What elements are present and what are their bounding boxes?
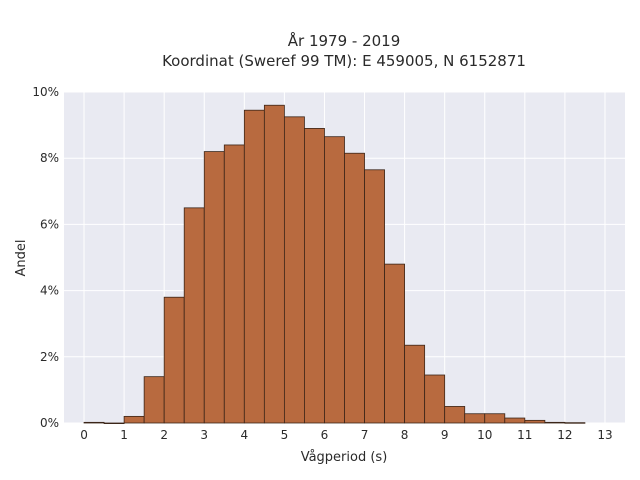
histogram-bar — [83, 421, 105, 424]
x-tick-label: 4 — [241, 428, 249, 442]
x-tick-label: 1 — [120, 428, 128, 442]
y-tick-label: 8% — [40, 151, 59, 165]
histogram-bar — [464, 413, 486, 424]
histogram-bar — [504, 417, 526, 424]
histogram-bar — [223, 144, 245, 424]
x-axis-label: Vågperiod (s) — [301, 450, 388, 465]
x-tick-label: 12 — [557, 428, 572, 442]
histogram-bar — [163, 296, 185, 424]
x-tick-label: 3 — [200, 428, 208, 442]
histogram-bar — [564, 422, 586, 424]
y-axis-ticks: 0% 2% 4% 6% 8% 10% — [32, 85, 59, 430]
x-tick-label: 7 — [361, 428, 369, 442]
histogram-bar — [263, 104, 285, 424]
x-tick-label: 9 — [441, 428, 449, 442]
x-tick-label: 13 — [597, 428, 612, 442]
histogram-bar — [544, 421, 566, 424]
histogram-bar — [484, 413, 506, 424]
histogram-bar — [444, 406, 466, 424]
histogram-bar — [123, 415, 145, 424]
x-tick-label: 8 — [401, 428, 409, 442]
y-tick-label: 2% — [40, 350, 59, 364]
histogram-bar — [524, 419, 546, 424]
x-tick-label: 10 — [477, 428, 492, 442]
x-tick-label: 0 — [80, 428, 88, 442]
histogram-bar — [183, 207, 205, 424]
x-tick-label: 2 — [160, 428, 168, 442]
histogram-bar — [344, 152, 365, 424]
x-tick-label: 11 — [517, 428, 532, 442]
x-tick-label: 5 — [281, 428, 289, 442]
x-tick-label: 6 — [321, 428, 329, 442]
y-axis-label: Andel — [14, 240, 29, 277]
chart-title-line1: År 1979 - 2019 — [288, 31, 401, 50]
y-tick-label: 6% — [40, 217, 59, 231]
histogram-bar — [304, 128, 325, 424]
bars — [83, 104, 586, 425]
histogram-bar — [404, 344, 426, 424]
y-tick-label: 4% — [40, 284, 59, 298]
histogram-bar — [424, 374, 446, 424]
y-tick-label: 10% — [32, 85, 59, 99]
histogram-bar — [324, 136, 345, 424]
histogram-bar — [103, 422, 125, 425]
histogram-bar — [243, 109, 265, 424]
x-axis-ticks: 0 1 2 3 4 5 6 7 8 9 10 11 12 13 — [80, 428, 612, 442]
chart-title-line2: Koordinat (Sweref 99 TM): E 459005, N 61… — [162, 52, 526, 70]
y-tick-label: 0% — [40, 416, 59, 430]
histogram-bar — [283, 116, 305, 424]
histogram-bar — [203, 151, 225, 424]
histogram-bar — [143, 376, 165, 424]
histogram-bar — [384, 263, 406, 424]
histogram-bar — [364, 169, 385, 424]
